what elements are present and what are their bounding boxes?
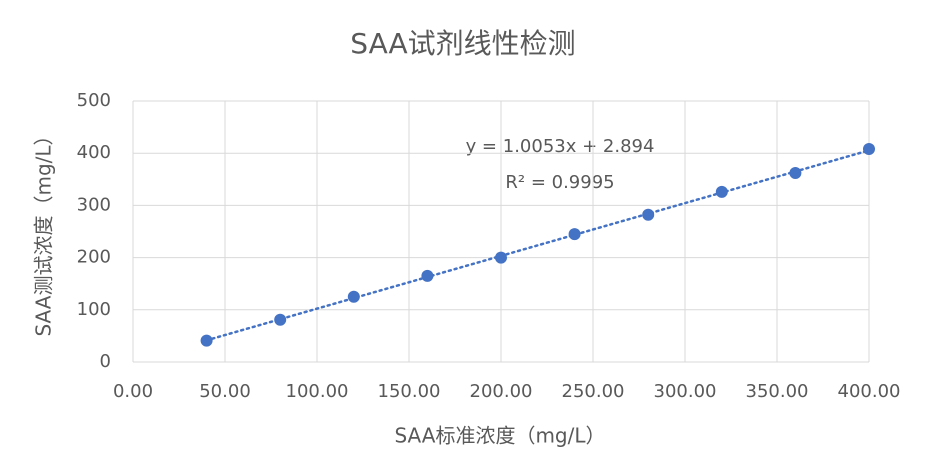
- data-point: [863, 143, 875, 156]
- data-point: [642, 208, 655, 221]
- data-point: [347, 290, 360, 303]
- x-tick-label: 150.00: [378, 381, 441, 402]
- y-tick-label: 100: [77, 299, 111, 320]
- x-tick-label: 400.00: [838, 381, 901, 402]
- x-tick-label: 300.00: [654, 381, 717, 402]
- y-axis-title: SAA测试浓度（mg/L）: [32, 125, 56, 336]
- data-point: [789, 167, 802, 180]
- y-tick-label: 300: [77, 194, 111, 215]
- data-point: [495, 251, 507, 264]
- x-tick-label: 350.00: [746, 381, 809, 402]
- y-tick-label: 200: [77, 247, 111, 268]
- x-tick-label: 0.00: [113, 381, 153, 402]
- y-tick-label: 500: [77, 90, 111, 111]
- data-point: [568, 228, 581, 241]
- data-point: [715, 185, 728, 198]
- data-point: [421, 269, 434, 282]
- data-point: [274, 313, 287, 326]
- trend-equation: y = 1.0053x + 2.894: [466, 136, 655, 157]
- x-tick-label: 200.00: [470, 381, 533, 402]
- x-tick-label: 250.00: [562, 381, 625, 402]
- x-axis-title: SAA标准浓度（mg/L）: [394, 424, 605, 448]
- y-tick-label: 0: [100, 351, 111, 372]
- r-squared: R² = 0.9995: [505, 172, 614, 193]
- x-tick-label: 50.00: [199, 381, 251, 402]
- trendline: [205, 149, 871, 342]
- chart-title: SAA试剂线性检测: [350, 27, 575, 60]
- data-point: [200, 334, 213, 347]
- x-tick-label: 100.00: [286, 381, 349, 402]
- y-tick-label: 400: [77, 142, 111, 163]
